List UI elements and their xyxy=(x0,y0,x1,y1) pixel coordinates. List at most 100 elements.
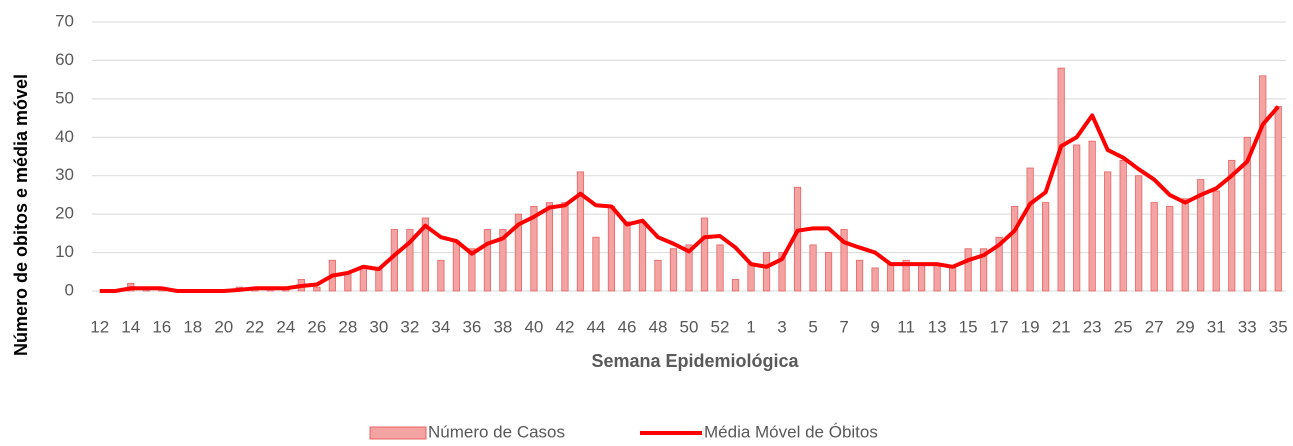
x-tick-label: 21 xyxy=(1052,317,1071,336)
bar xyxy=(561,202,569,292)
bar xyxy=(809,244,817,292)
bar xyxy=(933,263,941,292)
bar xyxy=(1026,167,1034,292)
bar xyxy=(1197,179,1205,292)
bar xyxy=(685,244,693,292)
x-tick-label: 29 xyxy=(1176,317,1195,336)
bar xyxy=(499,229,507,292)
y-tick-label: 30 xyxy=(55,165,74,184)
bar xyxy=(793,186,802,292)
bar xyxy=(1150,202,1158,292)
line xyxy=(99,105,1280,293)
x-tick-label: 42 xyxy=(555,317,574,336)
bar xyxy=(1042,202,1050,292)
legend-label: Número de Casos xyxy=(428,422,565,441)
legend-swatch xyxy=(369,426,427,440)
bar xyxy=(1073,144,1081,292)
bar xyxy=(886,263,895,292)
bar xyxy=(638,221,647,292)
bar xyxy=(995,236,1003,292)
legend-label: Média Móvel de Óbitos xyxy=(704,422,878,441)
x-tick-label: 35 xyxy=(1269,317,1288,336)
bar xyxy=(855,259,864,292)
bar xyxy=(607,206,616,292)
bar xyxy=(1259,75,1267,292)
bar xyxy=(468,248,476,292)
y-tick-label: 10 xyxy=(55,242,74,261)
x-tick-label: 26 xyxy=(307,317,326,336)
bar xyxy=(1119,159,1127,292)
bar xyxy=(576,171,585,292)
x-tick-label: 50 xyxy=(680,317,699,336)
bar xyxy=(592,236,600,292)
x-tick-label: 17 xyxy=(990,317,1009,336)
x-tick-label: 52 xyxy=(711,317,730,336)
x-tick-label: 38 xyxy=(493,317,512,336)
x-tick-label: 19 xyxy=(1021,317,1040,336)
bar xyxy=(840,229,848,292)
bar xyxy=(902,259,910,292)
bar xyxy=(406,229,414,292)
y-tick-label: 40 xyxy=(55,127,74,146)
x-tick-label: 1 xyxy=(746,317,755,336)
bar xyxy=(1274,106,1282,292)
x-tick-label: 22 xyxy=(245,317,264,336)
bar xyxy=(1166,206,1174,292)
x-tick-label: 23 xyxy=(1083,317,1102,336)
bar xyxy=(359,267,367,292)
y-tick-label: 50 xyxy=(55,88,74,107)
x-tick-label: 33 xyxy=(1238,317,1257,336)
x-tick-label: 31 xyxy=(1207,317,1226,336)
x-tick-label: 15 xyxy=(959,317,978,336)
bar xyxy=(824,252,833,292)
bar xyxy=(1228,159,1236,292)
x-tick-label: 46 xyxy=(618,317,637,336)
x-tick-label: 14 xyxy=(121,317,140,336)
bar xyxy=(731,279,740,292)
x-tick-label: 11 xyxy=(897,317,915,336)
x-tick-label: 28 xyxy=(338,317,357,336)
bar xyxy=(1088,140,1096,292)
bar xyxy=(716,244,724,292)
bar xyxy=(949,267,957,292)
x-tick-label: 30 xyxy=(369,317,388,336)
bar xyxy=(545,202,554,292)
bar xyxy=(1057,67,1065,292)
x-tick-label: 32 xyxy=(400,317,419,336)
bar xyxy=(747,263,755,292)
x-tick-label: 40 xyxy=(524,317,543,336)
x-tick-label: 44 xyxy=(587,317,606,336)
bar xyxy=(483,229,492,292)
bar xyxy=(437,259,445,292)
bar xyxy=(1212,190,1220,292)
bar xyxy=(778,252,786,292)
x-tick-label: 34 xyxy=(431,317,450,336)
bar xyxy=(1104,171,1112,292)
bar xyxy=(700,217,709,292)
x-tick-label: 36 xyxy=(462,317,481,336)
bar xyxy=(375,267,383,292)
x-tick-label: 24 xyxy=(276,317,295,336)
bar xyxy=(980,248,988,292)
bar xyxy=(871,267,879,292)
bar xyxy=(669,248,678,292)
x-tick-label: 16 xyxy=(152,317,171,336)
bar xyxy=(762,252,771,292)
bar xyxy=(623,221,631,292)
bar xyxy=(514,213,523,292)
bar xyxy=(421,217,429,292)
x-tick-label: 13 xyxy=(928,317,947,336)
x-tick-label: 48 xyxy=(649,317,668,336)
bar xyxy=(964,248,972,292)
x-tick-label: 12 xyxy=(90,317,109,336)
bar xyxy=(390,229,398,292)
bar xyxy=(313,286,321,292)
bar xyxy=(1011,206,1019,292)
y-tick-label: 70 xyxy=(55,11,74,30)
y-tick-label: 0 xyxy=(65,280,74,299)
x-tick-label: 18 xyxy=(183,317,202,336)
bar xyxy=(530,206,538,292)
x-tick-label: 5 xyxy=(808,317,817,336)
x-tick-label: 27 xyxy=(1145,317,1164,336)
